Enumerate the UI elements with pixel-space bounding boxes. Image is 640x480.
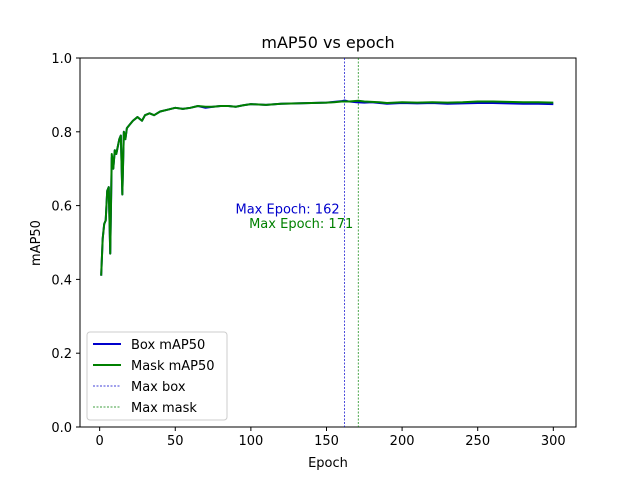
y-tick-label: 0.2 [51, 347, 72, 362]
y-axis-title: mAP50 [29, 220, 44, 266]
x-tick-label: 0 [96, 434, 104, 449]
y-tick-label: 0.8 [51, 126, 72, 141]
annotation-label: Max Epoch: 171 [249, 217, 353, 232]
chart-title: mAP50 vs epoch [261, 33, 394, 52]
plot-area: 0 50 100 150 200 250 300 0.0 0.2 0.4 0.6 0.8 1.0 Max … [51, 52, 577, 449]
series-line-mask-map50 [100, 99, 554, 276]
legend-label: Max box [131, 380, 186, 395]
y-tick-label: 0.0 [51, 421, 72, 436]
y-tick-label: 1.0 [51, 52, 72, 67]
legend: Box mAP50 Mask mAP50 Max box Max mask [86, 331, 228, 421]
x-tick-label: 300 [541, 434, 566, 449]
legend-label: Mask mAP50 [131, 359, 215, 374]
x-tick-label: 100 [238, 434, 263, 449]
plot-frame [79, 57, 577, 428]
legend-label: Box mAP50 [131, 338, 205, 353]
x-tick-label: 250 [465, 434, 490, 449]
x-tick-label: 150 [314, 434, 339, 449]
x-tick-label: 200 [390, 434, 415, 449]
annotation-label: Max Epoch: 162 [235, 202, 339, 217]
y-tick-label: 0.4 [51, 273, 72, 288]
x-tick-label: 50 [167, 434, 184, 449]
legend-box [86, 331, 228, 421]
y-tick-label: 0.6 [51, 200, 72, 215]
series-line-box-map50 [100, 99, 554, 276]
x-axis-title: Epoch [308, 456, 348, 471]
legend-label: Max mask [131, 401, 197, 416]
